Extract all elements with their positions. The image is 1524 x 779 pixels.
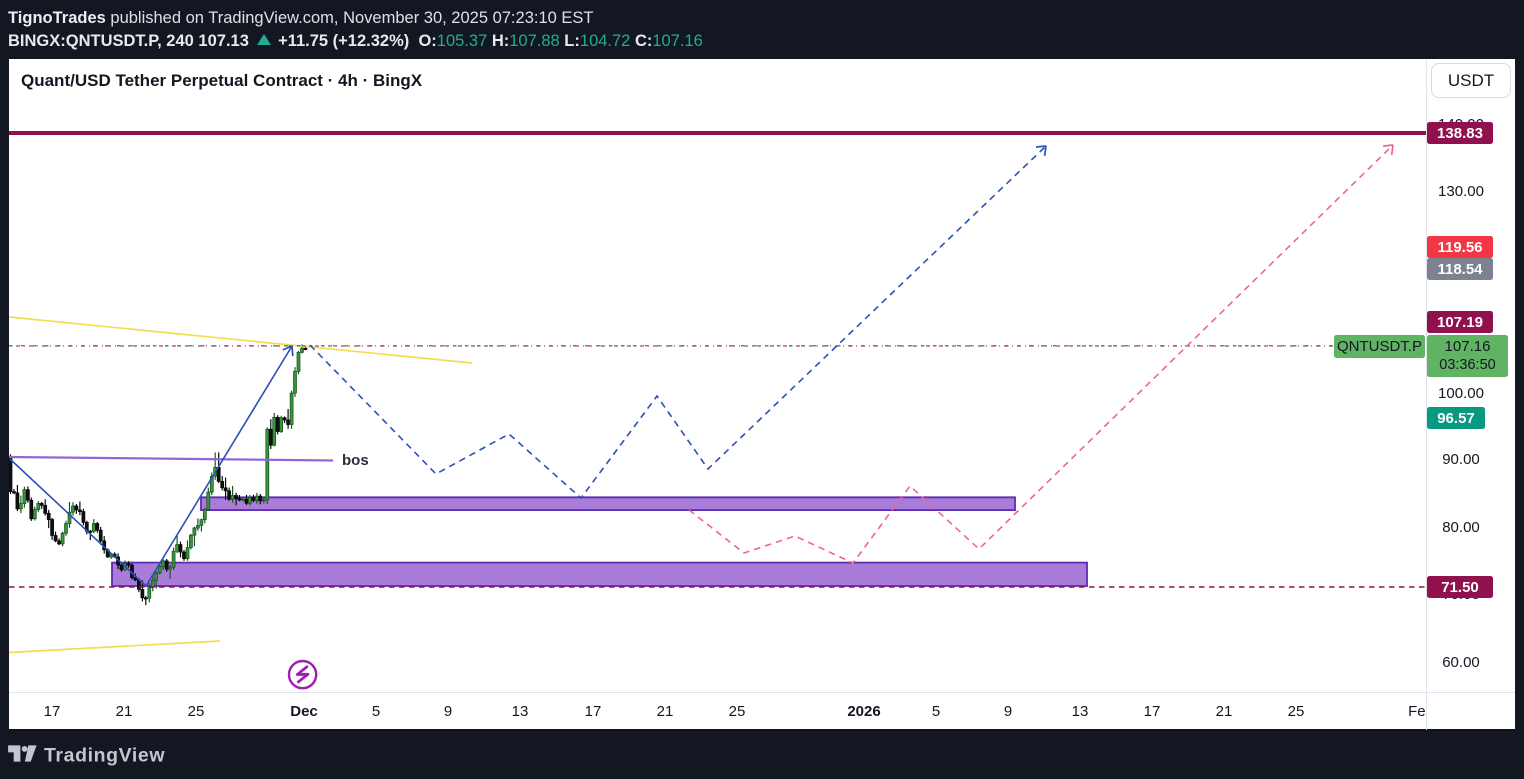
svg-text:TradingView: TradingView	[44, 745, 165, 767]
svg-text:bos: bos	[342, 452, 369, 469]
